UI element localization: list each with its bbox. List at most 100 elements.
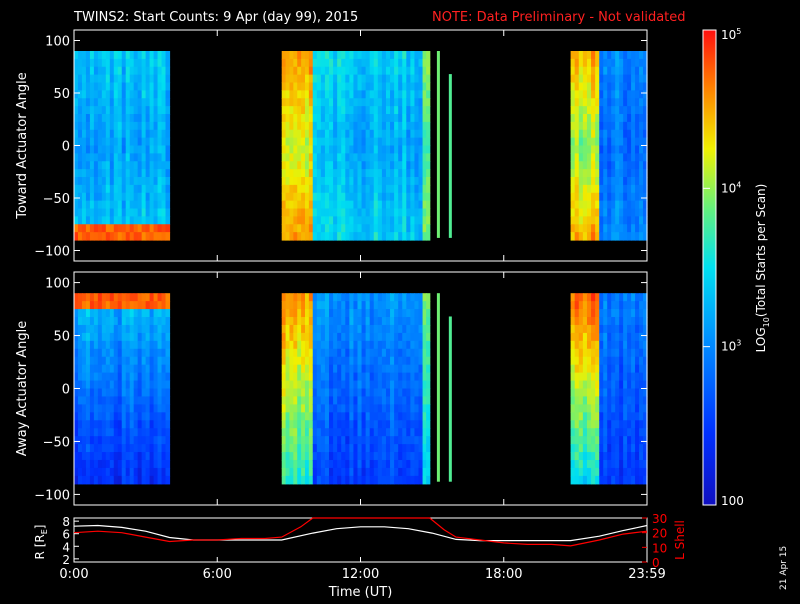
heatmap-cell bbox=[422, 324, 427, 334]
heatmap-cell bbox=[101, 396, 107, 405]
heatmap-cell bbox=[603, 452, 608, 461]
heatmap-cell bbox=[121, 301, 127, 310]
heatmap-cell bbox=[574, 372, 580, 382]
heatmap-cell bbox=[619, 404, 624, 413]
heatmap-cell bbox=[301, 90, 306, 99]
heatmap-cell bbox=[639, 200, 644, 210]
heatmap-cell bbox=[595, 475, 600, 485]
heatmap-cell bbox=[635, 332, 640, 342]
heatmap-cell bbox=[145, 412, 151, 421]
heatmap-cell bbox=[308, 224, 314, 233]
heatmap-cell bbox=[125, 216, 131, 225]
heatmap-cell bbox=[635, 467, 640, 477]
heatmap-cell bbox=[643, 301, 648, 310]
heatmap-cell bbox=[312, 317, 318, 326]
heatmap-cell bbox=[361, 348, 367, 358]
heatmap-cell bbox=[301, 114, 306, 123]
heatmap-cell bbox=[109, 452, 115, 461]
heatmap-cell bbox=[611, 208, 616, 217]
heatmap-cell bbox=[349, 114, 355, 123]
heatmap-cell bbox=[623, 475, 628, 485]
heatmap-cell bbox=[377, 161, 383, 170]
heatmap-cell bbox=[570, 98, 576, 107]
heatmap-cell bbox=[301, 177, 306, 186]
heatmap-cell bbox=[635, 129, 640, 139]
heatmap-cell bbox=[129, 137, 135, 147]
heatmap-cell bbox=[281, 428, 287, 437]
heatmap-cell bbox=[105, 121, 111, 131]
heatmap-cell bbox=[333, 444, 338, 453]
heatmap-cell bbox=[361, 208, 367, 217]
heatmap-cell bbox=[145, 200, 151, 210]
heatmap-cell bbox=[157, 380, 163, 390]
heatmap-cell bbox=[289, 208, 294, 217]
heatmap-cell bbox=[385, 121, 391, 131]
heatmap-cell bbox=[373, 340, 379, 350]
heatmap-cell bbox=[105, 364, 111, 374]
heatmap-cell bbox=[635, 444, 640, 453]
heatmap-cell bbox=[406, 169, 411, 178]
heatmap-cell bbox=[281, 348, 287, 358]
heatmap-cell bbox=[129, 145, 135, 154]
heatmap-cell bbox=[574, 153, 580, 162]
heatmap-cell bbox=[373, 317, 379, 326]
heatmap-cell bbox=[631, 129, 636, 139]
heatmap-cell bbox=[615, 396, 620, 405]
heatmap-cell bbox=[77, 332, 83, 342]
heatmap-cell bbox=[333, 90, 338, 99]
heatmap-cell bbox=[161, 153, 167, 162]
heatmap-cell bbox=[97, 420, 103, 429]
heatmap-cell bbox=[381, 317, 387, 326]
heatmap-cell bbox=[398, 177, 403, 186]
heatmap-cell bbox=[109, 208, 115, 217]
heatmap-cell bbox=[320, 380, 326, 390]
colorbar-tick-label: 105 bbox=[721, 27, 741, 42]
heatmap-cell bbox=[422, 192, 427, 202]
heatmap-cell bbox=[285, 121, 291, 131]
heatmap-cell bbox=[591, 388, 596, 398]
heatmap-cell bbox=[81, 380, 87, 390]
heatmap-cell bbox=[165, 98, 171, 107]
heatmap-cell bbox=[639, 348, 644, 358]
heatmap-cell bbox=[145, 293, 151, 302]
heatmap-cell bbox=[357, 192, 363, 202]
heatmap-cell bbox=[574, 309, 580, 318]
heatmap-cell bbox=[157, 224, 163, 233]
y-tick-label-left: 6 bbox=[62, 528, 70, 542]
heatmap-cell bbox=[365, 356, 371, 366]
heatmap-cell bbox=[570, 364, 576, 374]
heatmap-cell bbox=[145, 106, 151, 115]
heatmap-cell bbox=[121, 106, 127, 115]
heatmap-cell bbox=[308, 388, 314, 398]
heatmap-cell bbox=[337, 224, 342, 233]
heatmap-cell bbox=[414, 467, 420, 477]
heatmap-cell bbox=[289, 324, 294, 334]
heatmap-cell bbox=[129, 452, 135, 461]
heatmap-cell bbox=[137, 459, 143, 469]
heatmap-cell bbox=[402, 184, 407, 194]
heatmap-cell bbox=[627, 324, 632, 334]
heatmap-cell bbox=[161, 340, 167, 350]
heatmap-cell bbox=[639, 332, 644, 342]
heatmap-cell bbox=[385, 145, 391, 154]
heatmap-spike bbox=[436, 51, 440, 238]
heatmap-cell bbox=[293, 208, 298, 217]
heatmap-cell bbox=[320, 74, 326, 84]
heatmap-cell bbox=[304, 82, 310, 91]
heatmap-cell bbox=[361, 388, 367, 398]
heatmap-cell bbox=[418, 412, 424, 421]
heatmap-cell bbox=[341, 404, 346, 413]
heatmap-cell bbox=[599, 332, 604, 342]
heatmap-cell bbox=[365, 301, 371, 310]
heatmap-cell bbox=[281, 404, 287, 413]
heatmap-cell bbox=[89, 444, 95, 453]
heatmap-cell bbox=[341, 348, 346, 358]
heatmap-cell bbox=[312, 380, 318, 390]
heatmap-cell bbox=[611, 452, 616, 461]
heatmap-cell bbox=[137, 224, 143, 233]
heatmap-cell bbox=[316, 404, 322, 413]
heatmap-cell bbox=[418, 232, 424, 241]
heatmap-cell bbox=[161, 388, 167, 398]
heatmap-cell bbox=[341, 324, 346, 334]
heatmap-cell bbox=[149, 475, 155, 485]
